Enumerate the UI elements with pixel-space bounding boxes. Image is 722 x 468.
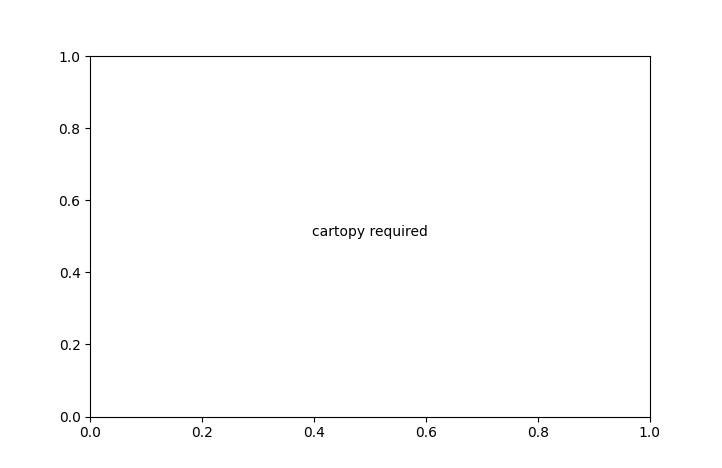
Text: cartopy required: cartopy required — [312, 225, 428, 239]
